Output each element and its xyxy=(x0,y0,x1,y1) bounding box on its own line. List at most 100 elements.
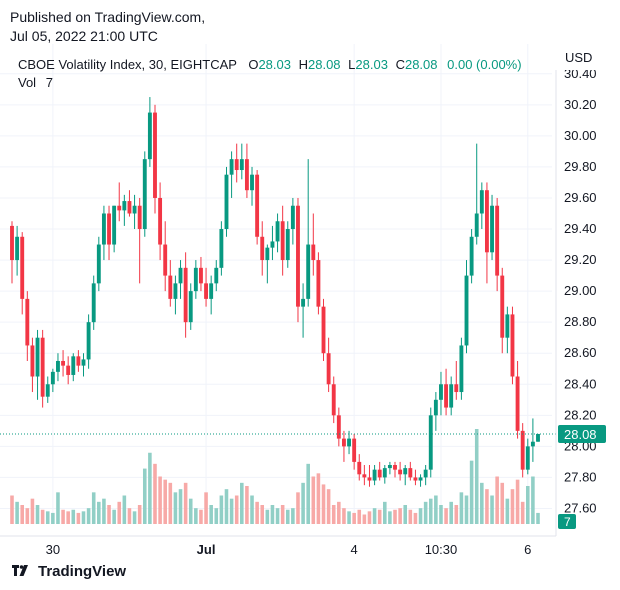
candle[interactable] xyxy=(439,371,443,416)
candle[interactable] xyxy=(153,104,157,214)
candle[interactable] xyxy=(250,166,254,206)
candle[interactable] xyxy=(71,353,76,382)
candle[interactable] xyxy=(403,465,408,486)
candle[interactable] xyxy=(306,159,311,307)
candle[interactable] xyxy=(214,260,219,292)
candle[interactable] xyxy=(423,465,428,486)
candle[interactable] xyxy=(86,314,91,369)
candle[interactable] xyxy=(137,197,142,284)
candle[interactable] xyxy=(321,298,326,361)
candle[interactable] xyxy=(449,376,454,416)
candle[interactable] xyxy=(199,256,203,292)
candle[interactable] xyxy=(45,376,50,403)
volume-legend[interactable]: Vol 7 xyxy=(18,74,53,92)
candle[interactable] xyxy=(536,433,540,442)
candle[interactable] xyxy=(50,368,55,393)
candle[interactable] xyxy=(336,407,341,447)
candle[interactable] xyxy=(408,461,413,481)
candle[interactable] xyxy=(209,275,214,315)
candle[interactable] xyxy=(515,360,520,439)
candlestick-chart[interactable]: 27.6027.8028.0028.2028.4028.6028.8029.00… xyxy=(0,44,620,554)
candle[interactable] xyxy=(163,221,168,292)
candle[interactable] xyxy=(382,465,387,484)
candle[interactable] xyxy=(413,469,418,486)
candle[interactable] xyxy=(224,166,229,237)
candle[interactable] xyxy=(377,461,382,481)
candle[interactable] xyxy=(112,205,117,253)
candle[interactable] xyxy=(147,97,152,167)
candle[interactable] xyxy=(35,329,40,400)
candle[interactable] xyxy=(357,454,362,481)
candle[interactable] xyxy=(61,350,66,377)
candle[interactable] xyxy=(244,143,249,198)
candle[interactable] xyxy=(275,213,280,253)
candle[interactable] xyxy=(132,194,137,230)
candle[interactable] xyxy=(505,306,510,354)
candle[interactable] xyxy=(173,275,178,315)
candle[interactable] xyxy=(326,337,331,393)
candle[interactable] xyxy=(520,423,525,478)
candle[interactable] xyxy=(158,182,163,261)
candle[interactable] xyxy=(362,465,367,486)
candle[interactable] xyxy=(219,221,224,276)
candle[interactable] xyxy=(239,143,244,180)
candle[interactable] xyxy=(474,143,479,245)
candle[interactable] xyxy=(342,430,346,462)
candle[interactable] xyxy=(117,182,122,222)
candle[interactable] xyxy=(66,356,71,385)
candle[interactable] xyxy=(469,229,474,284)
candle[interactable] xyxy=(490,194,494,261)
candle[interactable] xyxy=(30,337,35,393)
candle[interactable] xyxy=(428,407,433,478)
candle[interactable] xyxy=(101,205,106,261)
price-axis[interactable]: 27.6027.8028.0028.2028.4028.6028.8029.00… xyxy=(552,44,620,536)
candle[interactable] xyxy=(347,430,351,455)
candle[interactable] xyxy=(285,221,290,268)
candle[interactable] xyxy=(168,260,173,307)
candle[interactable] xyxy=(387,461,392,475)
candle[interactable] xyxy=(444,368,449,416)
candle[interactable] xyxy=(495,197,500,292)
candle[interactable] xyxy=(316,252,321,315)
candle[interactable] xyxy=(280,205,285,276)
candle[interactable] xyxy=(229,151,234,198)
candle[interactable] xyxy=(372,465,377,486)
candle[interactable] xyxy=(76,350,81,372)
time-axis[interactable]: 30 Jul 4 10:30 6 xyxy=(0,535,556,554)
candle[interactable] xyxy=(301,283,306,338)
candle[interactable] xyxy=(270,225,275,261)
candle[interactable] xyxy=(255,170,260,245)
candle[interactable] xyxy=(500,267,505,354)
tradingview-brand[interactable]: TradingView xyxy=(10,563,126,580)
candle[interactable] xyxy=(142,151,147,237)
candle[interactable] xyxy=(183,252,188,338)
candle[interactable] xyxy=(393,461,397,478)
candle[interactable] xyxy=(331,376,336,424)
candle[interactable] xyxy=(464,260,469,354)
candle[interactable] xyxy=(15,225,20,276)
symbol-legend[interactable]: CBOE Volatility Index, 30, EIGHTCAP O28.… xyxy=(18,56,522,74)
candle[interactable] xyxy=(25,291,30,361)
candle[interactable] xyxy=(96,236,101,292)
candle[interactable] xyxy=(459,337,464,400)
candle[interactable] xyxy=(178,260,183,299)
candle[interactable] xyxy=(525,438,530,475)
candle[interactable] xyxy=(10,221,14,284)
candle[interactable] xyxy=(91,275,96,330)
candle[interactable] xyxy=(127,190,132,217)
candle[interactable] xyxy=(311,213,316,276)
candle[interactable] xyxy=(193,260,198,299)
candle[interactable] xyxy=(398,461,403,481)
candle[interactable] xyxy=(40,329,45,408)
candle[interactable] xyxy=(122,194,127,226)
candle[interactable] xyxy=(56,353,60,382)
candle[interactable] xyxy=(484,182,489,284)
candle[interactable] xyxy=(479,182,484,230)
candle[interactable] xyxy=(454,360,459,400)
candles[interactable] xyxy=(10,97,540,487)
candle[interactable] xyxy=(81,353,86,377)
candle[interactable] xyxy=(290,197,295,245)
candle[interactable] xyxy=(296,197,300,323)
candle[interactable] xyxy=(107,205,111,261)
currency-label[interactable]: USD xyxy=(565,50,592,65)
